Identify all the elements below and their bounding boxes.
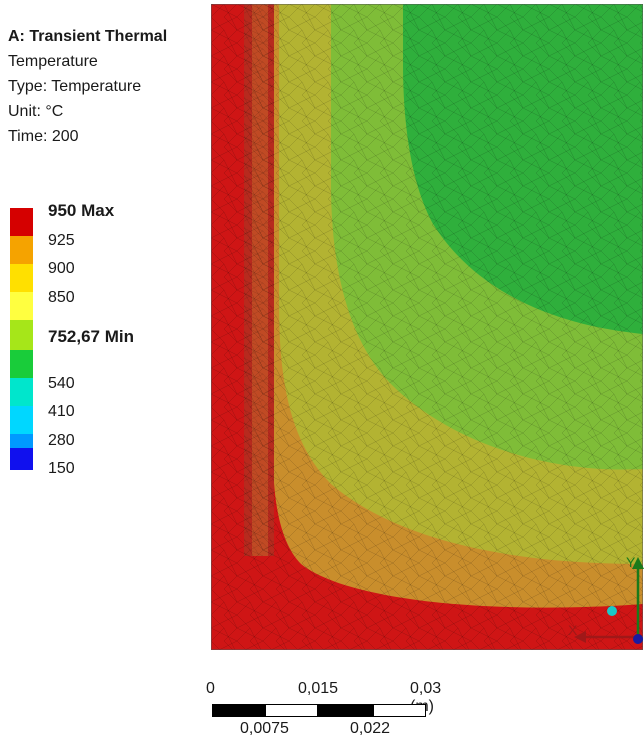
legend-label-925: 925 <box>48 232 75 249</box>
triad-iso-ball <box>607 606 617 616</box>
result-title: A: Transient Thermal <box>8 28 168 45</box>
legend-label-410: 410 <box>48 403 75 420</box>
scale-seg-2 <box>265 704 318 717</box>
triad-x-label: X <box>568 622 578 638</box>
legend-label-540: 540 <box>48 375 75 392</box>
legend-band-9 <box>10 448 33 470</box>
legend-band-2 <box>10 264 33 292</box>
scale-seg-3 <box>318 704 373 717</box>
triad-x-arrow <box>574 631 586 643</box>
result-type: Type: Temperature <box>8 78 142 95</box>
result-info: A: Transient Thermal Temperature Type: T… <box>8 24 208 149</box>
legend-band-1 <box>10 236 33 264</box>
scale-label-0: 0 <box>206 680 215 697</box>
legend-band-3 <box>10 292 33 320</box>
triad-y-arrow <box>632 557 644 569</box>
legend-label-max: 950 Max <box>48 201 115 220</box>
legend-band-8 <box>10 434 33 448</box>
legend-band-5 <box>10 350 33 378</box>
result-time: Time: 200 <box>8 128 79 145</box>
legend-label-280: 280 <box>48 432 75 449</box>
legend-label-850: 850 <box>48 289 75 306</box>
scale-label-0-015: 0,015 <box>298 680 339 697</box>
scale-label-0-022: 0,022 <box>350 720 391 737</box>
legend-band-6 <box>10 378 33 406</box>
legend-band-7 <box>10 406 33 434</box>
result-unit: Unit: °C <box>8 103 64 120</box>
triad-y-label: Y <box>626 555 636 570</box>
legend-label-min: 752,67 Min <box>48 327 134 346</box>
scale-bar: 0 0,015 0,03 (m) 0,0075 0,022 <box>200 680 460 740</box>
legend-band-0 <box>10 208 33 236</box>
scale-label-0-0075: 0,0075 <box>240 720 289 737</box>
contour-legend[interactable]: 950 Max 925 900 850 752,67 Min 540 410 2… <box>10 202 170 478</box>
legend-label-150: 150 <box>48 460 75 477</box>
legend-band-4 <box>10 320 33 350</box>
scale-seg-4 <box>373 704 426 717</box>
result-quantity: Temperature <box>8 53 98 70</box>
model-viewport[interactable] <box>211 4 643 650</box>
legend-label-900: 900 <box>48 260 75 277</box>
scale-seg-1 <box>212 704 265 717</box>
axis-triad[interactable]: X Y <box>568 555 644 655</box>
